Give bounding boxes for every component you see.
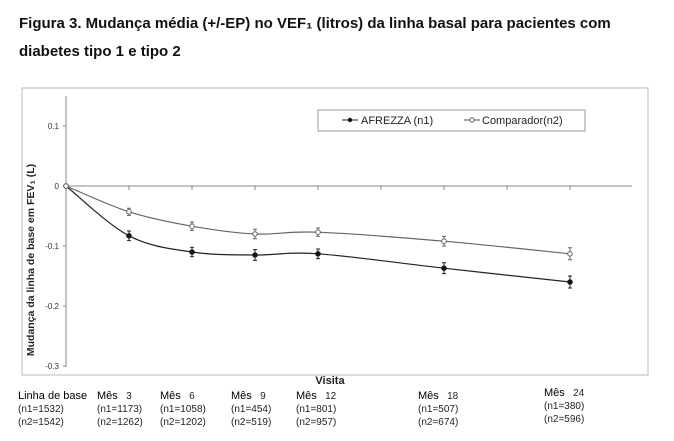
data-point: [315, 251, 321, 257]
figure-title: Figura 3. Mudança média (+/-EP) no VEF₁ …: [19, 10, 669, 66]
y-tick-label: -0.1: [45, 242, 59, 251]
category-n1: (n1=380): [544, 401, 585, 412]
x-axis-label: Visita: [315, 375, 345, 387]
category-name: Mês: [544, 387, 565, 399]
data-point: [567, 251, 573, 257]
category-month: 6: [189, 391, 195, 402]
category-month: 18: [447, 391, 459, 402]
category-month: 9: [260, 391, 266, 402]
category-n2: (n2=957): [296, 417, 337, 428]
category-n2: (n2=1262): [97, 417, 143, 428]
category-n1: (n1=507): [418, 404, 459, 415]
y-axis-label: Mudança da linha de base em FEV₁ (L): [25, 164, 37, 356]
title-line-1: Figura 3. Mudança média (+/-EP) no VEF₁ …: [19, 15, 611, 32]
data-point: [315, 229, 321, 235]
category-n1: (n1=801): [296, 404, 337, 415]
category-name: Mês: [97, 390, 118, 402]
series-line-comparador: [65, 185, 571, 255]
category-n2: (n2=674): [418, 417, 459, 428]
legend: AFREZZA (n1) Comparador(n2): [317, 109, 586, 132]
data-point: [126, 233, 132, 239]
category-n2: (n2=1202): [160, 417, 206, 428]
plot-border: [21, 87, 649, 376]
data-point: [189, 223, 195, 229]
category-name: Mês: [296, 390, 317, 402]
x-category-label: Linha de base (n1=1532) (n2=1542): [18, 390, 93, 429]
x-category-label: Mês 3 (n1=1173) (n2=1262): [97, 390, 143, 429]
y-tick-label: -0.3: [45, 362, 59, 371]
category-month: 12: [325, 391, 337, 402]
data-point: [126, 209, 132, 215]
x-category-label: Mês 12 (n1=801) (n2=957): [296, 390, 336, 429]
x-category-label: Mês 24 (n1=380) (n2=596): [544, 387, 584, 426]
title-line-2: diabetes tipo 1 e tipo 2: [19, 43, 181, 60]
category-month: 3: [126, 391, 132, 402]
legend-marker-afrezza: [347, 117, 353, 123]
data-point: [441, 265, 447, 272]
category-n1: (n1=454): [231, 404, 272, 415]
category-name: Mês: [418, 390, 439, 402]
category-n1: (n1=1058): [160, 404, 206, 415]
category-n1: (n1=1532): [18, 404, 64, 415]
data-point: [252, 252, 258, 258]
x-category-label: Mês 6 (n1=1058) (n2=1202): [160, 390, 206, 429]
legend-marker-comparador: [469, 117, 475, 123]
legend-label-comparador: Comparador(n2): [482, 115, 563, 127]
data-point: [441, 238, 447, 244]
category-name: Mês: [160, 390, 181, 402]
x-category-label: Mês 9 (n1=454) (n2=519): [231, 390, 271, 429]
legend-label-afrezza: AFREZZA (n1): [361, 115, 433, 127]
category-month: 24: [573, 388, 585, 399]
category-n2: (n2=1542): [18, 417, 64, 428]
data-point: [252, 231, 258, 237]
data-point: [567, 279, 573, 285]
data-point: [63, 183, 69, 189]
y-tick-label: 0: [55, 182, 60, 191]
category-n2: (n2=519): [231, 417, 272, 428]
data-point: [189, 249, 195, 255]
category-name: Mês: [231, 390, 252, 402]
category-n1: (n1=1173): [97, 404, 143, 415]
category-n2: (n2=596): [544, 414, 585, 425]
x-category-label: Mês 18 (n1=507) (n2=674): [418, 390, 458, 429]
y-tick-label: -0.2: [45, 302, 59, 311]
y-tick-label: 0.1: [48, 122, 60, 131]
category-name: Linha de base: [18, 390, 88, 402]
